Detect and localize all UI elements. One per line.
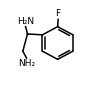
Text: F: F	[56, 9, 61, 18]
Text: NH₂: NH₂	[18, 59, 35, 68]
Text: H₂N: H₂N	[17, 17, 34, 26]
